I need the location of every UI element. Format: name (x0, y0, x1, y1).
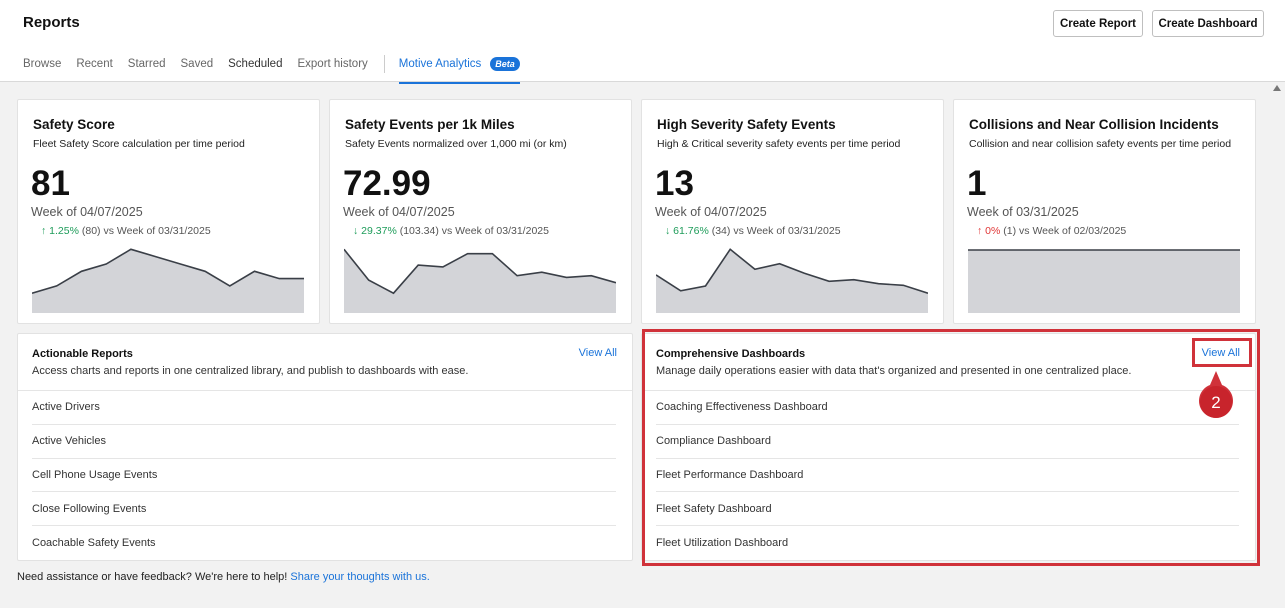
card-title: Collisions and Near Collision Incidents (969, 117, 1219, 132)
report-item-coachable-safety[interactable]: Coachable Safety Events (32, 537, 156, 550)
delta-previous: (34) (711, 225, 731, 237)
delta-previous: (103.34) (399, 225, 439, 237)
card-value: 13 (655, 164, 694, 203)
card-subtitle: Fleet Safety Score calculation per time … (33, 138, 245, 150)
panel-divider (18, 390, 632, 391)
delta-percent: 61.76% (673, 225, 709, 237)
delta-compare: vs Week of 03/31/2025 (733, 225, 841, 237)
report-tabs: Browse Recent Starred Saved Scheduled Ex… (23, 49, 520, 84)
sparkline-chart (656, 248, 928, 313)
sparkline-line (656, 248, 928, 294)
card-delta: ↑ 0% (1) vs Week of 02/03/2025 (977, 225, 1126, 237)
card-value: 1 (967, 164, 987, 203)
card-title: High Severity Safety Events (657, 117, 836, 132)
report-item-active-drivers[interactable]: Active Drivers (32, 391, 616, 425)
metric-card-high-severity-events[interactable]: High Severity Safety Events High & Criti… (641, 99, 944, 324)
report-item-active-vehicles[interactable]: Active Vehicles (32, 425, 616, 459)
card-subtitle: Safety Events normalized over 1,000 mi (… (345, 138, 567, 150)
sparkline-chart (968, 249, 1240, 313)
comprehensive-dashboards-panel: Comprehensive Dashboards View All Manage… (641, 333, 1256, 561)
card-value: 81 (31, 164, 70, 203)
card-subtitle: Collision and near collision safety even… (969, 138, 1232, 150)
arrow-up-icon: ↑ (977, 225, 983, 237)
arrow-up-icon: ↑ (41, 225, 47, 237)
delta-compare: vs Week of 02/03/2025 (1019, 225, 1127, 237)
delta-compare: vs Week of 03/31/2025 (441, 225, 549, 237)
card-title: Safety Events per 1k Miles (345, 117, 515, 132)
delta-previous: (80) (81, 225, 101, 237)
delta-previous: (1) (1003, 225, 1017, 237)
scroll-up-arrow-icon[interactable] (1273, 85, 1281, 91)
panel-divider (642, 390, 1255, 391)
card-subtitle: High & Critical severity safety events p… (657, 138, 901, 150)
report-list: Active Drivers Active Vehicles Cell Phon… (32, 391, 616, 560)
dashboard-item-compliance[interactable]: Compliance Dashboard (656, 425, 1239, 459)
dashboards-highlight-box (642, 329, 1260, 566)
report-item-close-following[interactable]: Close Following Events (32, 492, 616, 527)
sparkline-area (968, 250, 1240, 313)
tab-divider (383, 55, 385, 73)
sparkline-line (344, 248, 616, 295)
dashboard-item-fleet-performance[interactable]: Fleet Performance Dashboard (656, 459, 1239, 493)
panel-title: Comprehensive Dashboards (656, 348, 806, 360)
delta-percent: 0% (985, 225, 1001, 237)
feedback-link[interactable]: Share your thoughts with us. (290, 571, 430, 583)
card-week: Week of 04/07/2025 (31, 205, 143, 219)
arrow-down-icon: ↓ (353, 225, 359, 237)
page-title: Reports (23, 14, 80, 31)
tab-motive-analytics[interactable]: Motive Analytics Beta (398, 49, 520, 84)
tab-scheduled[interactable]: Scheduled (228, 58, 283, 70)
beta-badge: Beta (490, 57, 520, 71)
card-week: Week of 04/07/2025 (655, 205, 767, 219)
page-header: Reports Create Report Create Dashboard B… (0, 0, 1285, 84)
step-marker-icon: 2 (1199, 371, 1233, 418)
actionable-reports-panel: Actionable Reports View All Access chart… (17, 333, 633, 561)
tab-export-history[interactable]: Export history (297, 58, 368, 70)
sparkline-area (32, 249, 304, 313)
card-delta: ↓ 61.76% (34) vs Week of 03/31/2025 (665, 225, 841, 237)
panel-title: Actionable Reports (32, 348, 133, 360)
actionable-view-all-link[interactable]: View All (578, 347, 617, 359)
delta-compare: vs Week of 03/31/2025 (103, 225, 211, 237)
card-delta: ↑ 1.25% (80) vs Week of 03/31/2025 (41, 225, 211, 237)
sparkline-chart (32, 248, 304, 313)
tab-recent[interactable]: Recent (76, 58, 113, 70)
card-week: Week of 03/31/2025 (967, 205, 1079, 219)
sparkline-area (656, 249, 928, 313)
dashboard-list: Coaching Effectiveness Dashboard Complia… (656, 391, 1239, 560)
create-dashboard-button[interactable]: Create Dashboard (1152, 10, 1264, 37)
card-delta: ↓ 29.37% (103.34) vs Week of 03/31/2025 (353, 225, 549, 237)
view-all-highlight-box (1192, 338, 1252, 367)
create-report-button[interactable]: Create Report (1053, 10, 1143, 37)
feedback-footer: Need assistance or have feedback? We're … (17, 571, 430, 583)
delta-percent: 29.37% (361, 225, 397, 237)
footer-text: Need assistance or have feedback? We're … (17, 571, 288, 583)
panel-subtitle: Manage daily operations easier with data… (656, 365, 1132, 377)
card-week: Week of 04/07/2025 (343, 205, 455, 219)
metric-card-safety-events-per-1k[interactable]: Safety Events per 1k Miles Safety Events… (329, 99, 632, 324)
metric-card-safety-score[interactable]: Safety Score Fleet Safety Score calculat… (17, 99, 320, 324)
panel-subtitle: Access charts and reports in one central… (32, 365, 469, 377)
dashboards-view-all-link[interactable]: View All (1201, 347, 1240, 359)
tab-saved[interactable]: Saved (180, 58, 214, 70)
report-item-cell-phone-usage[interactable]: Cell Phone Usage Events (32, 459, 616, 493)
sparkline-chart (344, 248, 616, 313)
card-title: Safety Score (33, 117, 115, 132)
delta-percent: 1.25% (49, 225, 79, 237)
sparkline-area (344, 249, 616, 313)
dashboard-item-fleet-utilization[interactable]: Fleet Utilization Dashboard (656, 537, 789, 550)
sparkline-line (32, 248, 304, 294)
card-value: 72.99 (343, 164, 431, 203)
tab-motive-analytics-label: Motive Analytics (398, 58, 482, 70)
tab-browse[interactable]: Browse (23, 58, 62, 70)
metric-card-collisions[interactable]: Collisions and Near Collision Incidents … (953, 99, 1256, 324)
step-marker-number: 2 (1211, 393, 1220, 412)
arrow-down-icon: ↓ (665, 225, 671, 237)
tab-starred[interactable]: Starred (127, 58, 166, 70)
dashboard-item-fleet-safety[interactable]: Fleet Safety Dashboard (656, 492, 1239, 527)
dashboard-item-coaching-effectiveness[interactable]: Coaching Effectiveness Dashboard (656, 391, 1239, 425)
